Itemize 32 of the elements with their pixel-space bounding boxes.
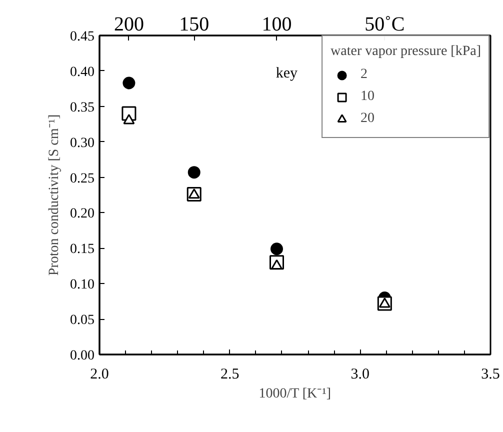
y-tick-label: 0.30 xyxy=(70,136,94,151)
y-tick-label: 0.40 xyxy=(70,64,94,80)
point xyxy=(123,114,135,124)
annotation: 50˚C xyxy=(364,14,405,36)
x-tick-label: 3.5 xyxy=(481,366,500,382)
legend-label: 2 xyxy=(360,67,369,83)
point xyxy=(271,259,283,270)
point xyxy=(378,298,390,308)
annotation: key xyxy=(276,66,298,82)
y-tick-label: 0.15 xyxy=(70,242,94,258)
annotation: 200 xyxy=(114,14,144,36)
legend-label: 20 xyxy=(360,111,376,127)
x-tick-label: 2.5 xyxy=(220,366,240,382)
y-tick-label: 0.45 xyxy=(70,30,94,44)
x-tick-label: 2.0 xyxy=(90,366,109,382)
annotation: 100 xyxy=(262,14,292,36)
annotation: 150 xyxy=(179,14,210,36)
y-tick-label: 0.20 xyxy=(70,206,94,222)
legend-title: water vapor pressure [kPa] xyxy=(330,44,481,60)
y-axis-title: Proton conductivity [S cm⁻¹] xyxy=(47,114,62,276)
legend-label: 10 xyxy=(360,89,376,105)
x-tick-label: 3.0 xyxy=(350,366,370,382)
y-tick-label: 0.05 xyxy=(70,313,94,328)
point xyxy=(188,188,200,199)
y-tick-label: 0.35 xyxy=(70,100,94,116)
point xyxy=(122,76,136,90)
x-axis-title: 1000/T [K⁻¹] xyxy=(258,386,332,402)
y-tick-label: 0.00 xyxy=(70,348,94,364)
y-tick-label: 0.10 xyxy=(70,278,94,293)
point xyxy=(188,166,200,179)
y-tick-label: 0.25 xyxy=(70,171,94,186)
point xyxy=(270,242,284,256)
